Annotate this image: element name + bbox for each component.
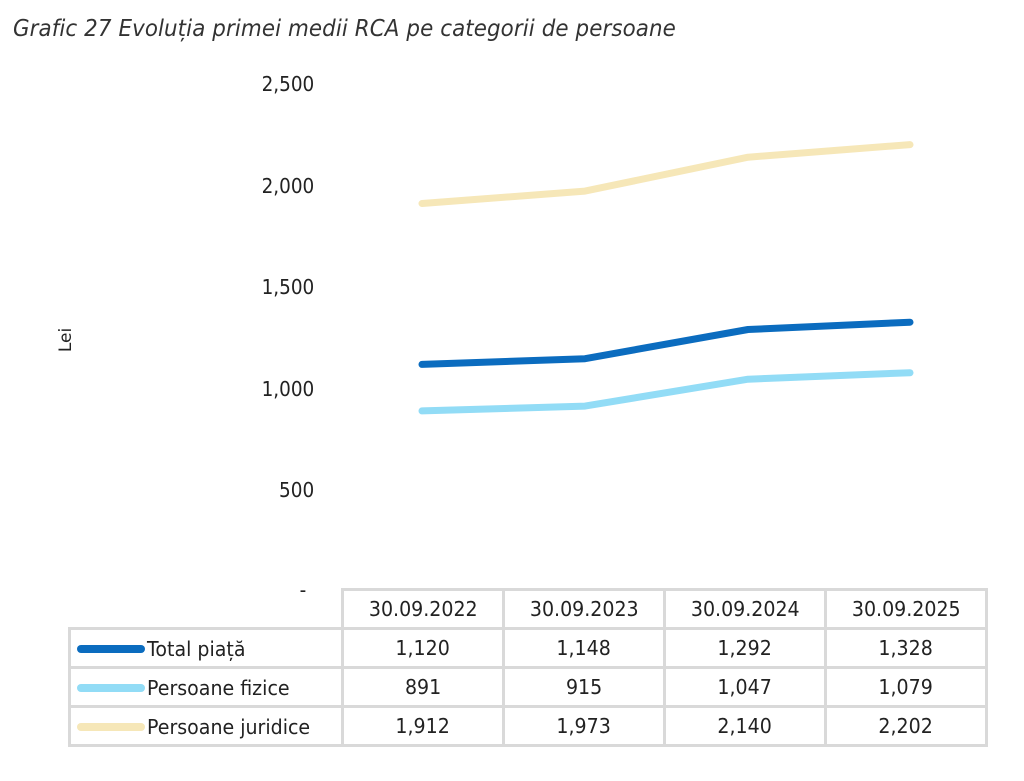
- column-header: 30.09.2024: [663, 588, 827, 630]
- line-plot-area: [418, 141, 914, 415]
- table-corner: [69, 589, 343, 630]
- series-line-persoane-fizice: [418, 369, 914, 415]
- column-header-text: 30.09.2023: [529, 597, 639, 621]
- data-cell: 2,202: [824, 705, 988, 747]
- legend-label: Persoane juridice: [147, 714, 311, 739]
- data-cell-text: 1,973: [556, 714, 612, 738]
- data-cell-text: 2,140: [717, 714, 773, 738]
- data-cell: 1,047: [663, 666, 827, 708]
- table-row: Persoane fizice 891 915 1,047 1,079: [68, 666, 988, 708]
- table-header-row: 30.09.2022 30.09.2023 30.09.2024 30.09.2…: [69, 588, 988, 630]
- data-cell-text: 1,292: [717, 636, 773, 660]
- data-cell-text: 915: [565, 675, 603, 699]
- chart-title: Grafic 27 Evoluția primei medii RCA pe c…: [13, 16, 676, 42]
- data-cell: 1,079: [824, 666, 988, 708]
- y-tick-label: 500: [278, 478, 314, 502]
- legend-label: Persoane fizice: [147, 675, 290, 700]
- data-cell: 1,120: [341, 627, 505, 669]
- legend-entry-persoane-juridice: Persoane juridice: [68, 705, 344, 747]
- legend-line-swatch: [77, 683, 145, 692]
- data-cell: 2,140: [663, 705, 827, 747]
- y-tick-label: 1,000: [261, 377, 314, 401]
- data-cell-text: 1,047: [717, 675, 773, 699]
- column-header-text: 30.09.2022: [368, 597, 478, 621]
- table-row: Persoane juridice 1,912 1,973 2,140 2,20…: [68, 705, 988, 747]
- data-cell: 1,292: [663, 627, 827, 669]
- data-cell-text: 1,148: [556, 636, 612, 660]
- y-tick-label: 2,000: [261, 174, 314, 198]
- data-cell: 1,912: [341, 705, 505, 747]
- legend-entry-persoane-fizice: Persoane fizice: [68, 666, 344, 708]
- data-cell-text: 1,079: [878, 675, 934, 699]
- column-header-text: 30.09.2024: [690, 597, 800, 621]
- series-line-persoane-juridice: [418, 141, 914, 207]
- legend-entry-total-piata: Total piață: [68, 627, 344, 669]
- column-header: 30.09.2025: [824, 588, 988, 630]
- legend-line-swatch: [77, 644, 145, 653]
- data-cell-text: 2,202: [878, 714, 934, 738]
- column-header: 30.09.2023: [502, 588, 666, 630]
- legend-label: Total piață: [147, 636, 246, 661]
- y-tick-label: 2,500: [261, 72, 314, 96]
- column-header: 30.09.2022: [341, 588, 505, 630]
- data-table: 30.09.2022 30.09.2023 30.09.2024 30.09.2…: [68, 588, 988, 747]
- data-cell: 915: [502, 666, 666, 708]
- data-cell-text: 891: [404, 675, 442, 699]
- data-cell-text: 1,120: [395, 636, 451, 660]
- y-tick-label: 1,500: [261, 275, 314, 299]
- data-cell: 891: [341, 666, 505, 708]
- data-cell-text: 1,912: [395, 714, 451, 738]
- table-row: Total piață 1,120 1,148 1,292 1,328: [68, 627, 988, 669]
- series-line-total-pia-: [418, 318, 914, 368]
- legend-line-swatch: [77, 722, 145, 731]
- data-cell: 1,973: [502, 705, 666, 747]
- data-cell-text: 1,328: [878, 636, 934, 660]
- data-cell: 1,328: [824, 627, 988, 669]
- column-header-text: 30.09.2025: [851, 597, 961, 621]
- data-cell: 1,148: [502, 627, 666, 669]
